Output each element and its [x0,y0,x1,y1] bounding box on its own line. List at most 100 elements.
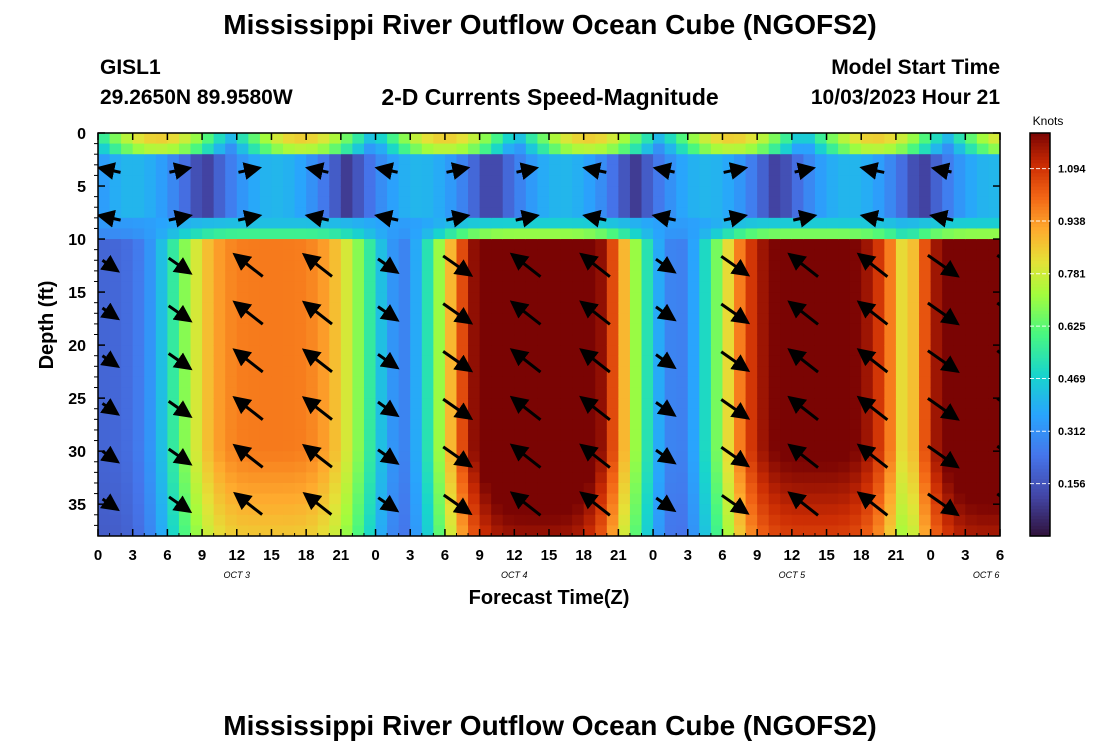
heatmap-cell [514,482,527,495]
heatmap-cell [271,270,284,283]
heatmap-cell [583,217,596,230]
heatmap-cell [838,514,851,526]
heatmap-cell [641,323,654,336]
heatmap-cell [525,419,539,431]
heatmap-cell [283,451,296,463]
heatmap-cell [259,175,273,187]
heatmap-cell [502,514,515,526]
heatmap-cell [780,504,793,516]
heatmap-cell [780,398,793,410]
heatmap-cell [849,186,862,198]
heatmap-cell [676,323,689,336]
heatmap-cell [919,164,932,177]
heatmap-cell [444,451,458,463]
heatmap-cell [734,345,747,357]
heatmap-cell [283,376,296,389]
heatmap-cell [919,207,932,219]
heatmap-cell [444,154,458,166]
heatmap-cell [514,133,527,145]
heatmap-cell [699,525,712,536]
heatmap-cell [895,482,909,495]
heatmap-cell [456,196,469,208]
heatmap-cell [155,260,168,272]
heatmap-cell [525,260,539,272]
heatmap-cell [213,302,226,314]
x-tick-label: 21 [888,547,905,564]
heatmap-cell [583,482,596,495]
heatmap-cell [525,249,539,261]
heatmap-cell [849,429,862,442]
heatmap-cell [444,461,458,473]
heatmap-cell [167,323,180,336]
heatmap-cell [363,525,377,536]
heatmap-cell [965,249,978,261]
heatmap-cell [745,366,758,378]
heatmap-cell [872,525,885,536]
heatmap-cell [259,440,273,452]
heatmap-cell [121,281,134,293]
current-vector-arrow [579,348,611,374]
heatmap-cell [549,292,562,304]
heatmap-cell [919,196,932,208]
heatmap-cell [895,239,909,251]
heatmap-cell [919,186,932,198]
heatmap-cell [410,355,423,367]
heatmap-cell [976,408,990,420]
heatmap-cell [155,313,168,325]
current-vector-arrow [927,397,960,421]
heatmap-cell [699,143,712,155]
current-vector-arrow [442,397,474,421]
heatmap-cell [167,440,180,452]
heatmap-cell [560,504,573,516]
heatmap-cell [814,207,828,219]
heatmap-cell [965,376,978,389]
heatmap-cell [872,376,885,389]
heatmap-cell [294,281,307,293]
heatmap-cell [479,302,492,314]
heatmap-cell [248,387,261,399]
heatmap-cell [375,270,388,283]
heatmap-cell [861,217,874,230]
heatmap-cell [780,345,793,357]
heatmap-cell [838,217,851,230]
heatmap-cell [572,323,585,336]
heatmap-cell [976,376,990,389]
heatmap-cell [317,482,330,495]
heatmap-cell [664,270,677,283]
heatmap-cell [895,355,909,367]
heatmap-cell [132,217,145,230]
heatmap-cell [167,292,180,304]
heatmap-cell [618,196,631,208]
heatmap-cell [710,345,724,357]
heatmap-cell [491,345,504,357]
heatmap-cell [525,451,539,463]
heatmap-cell [791,419,805,431]
heatmap-cell [306,270,319,283]
heatmap-cell [803,175,816,187]
heatmap-cell [444,334,458,346]
heatmap-cell [676,451,689,463]
heatmap-cell [132,260,145,272]
heatmap-cell [502,472,515,484]
heatmap-cell [340,249,354,261]
heatmap-cell [699,504,712,516]
heatmap-cell [734,133,747,145]
colorbar-segment [1030,478,1050,483]
heatmap-cell [433,302,446,314]
heatmap-cell [202,493,215,505]
heatmap-cell [225,164,238,177]
heatmap-cell [710,429,724,442]
current-vector-arrow [515,209,540,228]
heatmap-cell [572,429,585,442]
heatmap-cell [525,334,539,346]
heatmap-cell [433,154,446,166]
heatmap-cell [121,164,134,177]
heatmap-cell [942,514,955,526]
heatmap-cell [988,239,1000,251]
heatmap-cell [965,186,978,198]
heatmap-cell [213,217,226,230]
heatmap-cell [491,207,504,219]
heatmap-cell [884,334,897,346]
heatmap-cell [618,164,631,177]
